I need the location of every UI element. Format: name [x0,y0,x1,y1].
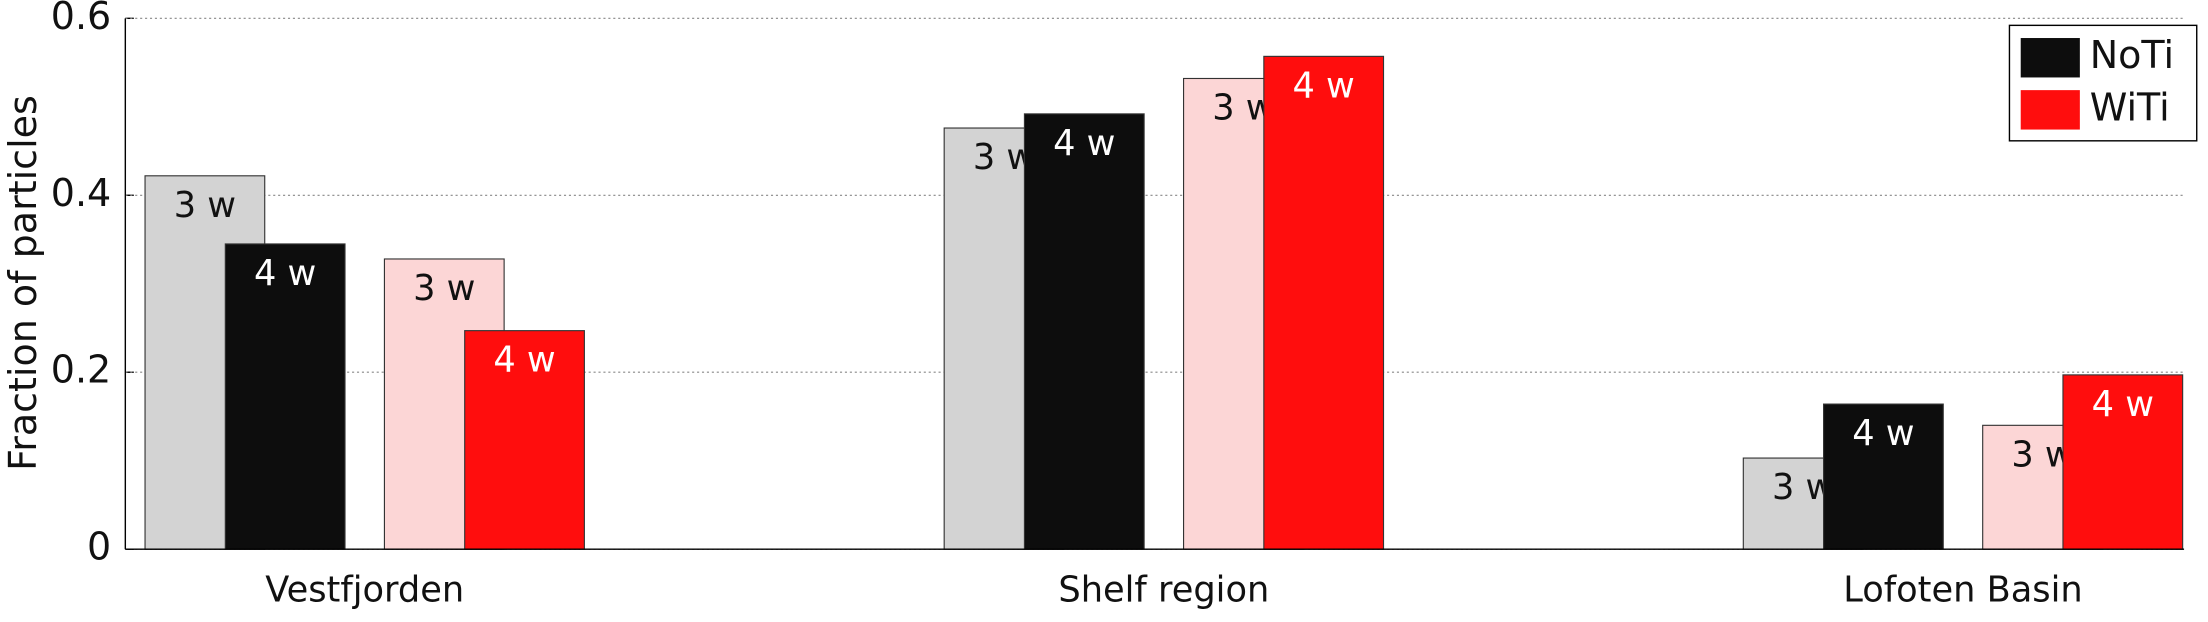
y-tick-label: 0 [87,525,111,569]
bar-label: 4 w [493,340,555,381]
x-tick-label: Shelf region [1058,569,1269,610]
y-tick-label: 0.2 [51,348,111,392]
y-tick-label: 0.4 [51,171,111,215]
bar [1263,55,1385,550]
y-tick-label: 0.6 [51,0,111,38]
bar-label: 3 w [413,268,475,309]
legend-label: NoTi [2090,33,2174,77]
bar-label: 4 w [1053,123,1115,164]
bar [2062,374,2184,550]
bar [1023,113,1145,550]
bar-label: 4 w [1852,413,1914,454]
bar-label: 3 w [174,185,236,226]
bar-label: 4 w [254,253,316,294]
legend-label: WiTi [2090,85,2170,129]
bar [464,330,585,550]
bar [1823,403,1944,550]
x-tick-label: Vestfjorden [265,569,464,610]
legend-swatch [2020,90,2080,130]
x-tick-label: Lofoten Basin [1843,569,2082,610]
bar-label: 4 w [2092,384,2154,425]
y-axis-label: Fraction of particles [1,95,45,471]
bar-label: 4 w [1292,65,1354,106]
legend-swatch [2020,38,2080,78]
